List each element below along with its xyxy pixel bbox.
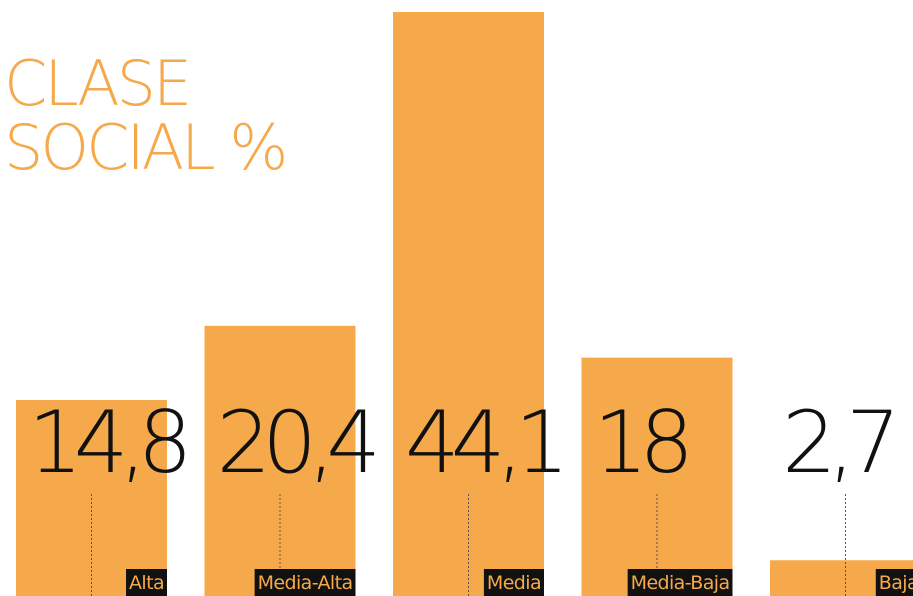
- value-label-media-baja: 18: [594, 393, 687, 493]
- value-label-media: 44,1: [405, 393, 560, 493]
- bar-media-baja: [581, 357, 733, 596]
- value-label-alta: 14,8: [28, 393, 185, 493]
- category-label-alta: Alta: [129, 572, 164, 594]
- bar-media: [393, 12, 544, 596]
- category-tag-baja: [875, 569, 913, 596]
- category-label-baja: Baja: [879, 572, 913, 594]
- category-label-media: Media: [487, 572, 541, 594]
- bars-group: 14,8 Alta 20,4 Media-Alta 44,1 Media 18 Media-B…: [16, 12, 913, 596]
- category-tag-media-baja: [627, 569, 733, 596]
- category-tag-media: [483, 569, 544, 596]
- category-label-media-alta: Media-Alta: [258, 572, 353, 594]
- value-label-baja: 2,7: [782, 393, 892, 493]
- chart-title-line-2: SOCIAL %: [4, 111, 288, 184]
- value-label-media-alta: 20,4: [217, 393, 375, 493]
- category-tag-media-alta: [254, 569, 356, 596]
- category-label-media-baja: Media-Baja: [631, 572, 730, 594]
- chart-title: CLASE SOCIAL %: [4, 47, 288, 184]
- category-tag-alta: [126, 569, 167, 596]
- chart-title-line-1: CLASE: [4, 47, 192, 120]
